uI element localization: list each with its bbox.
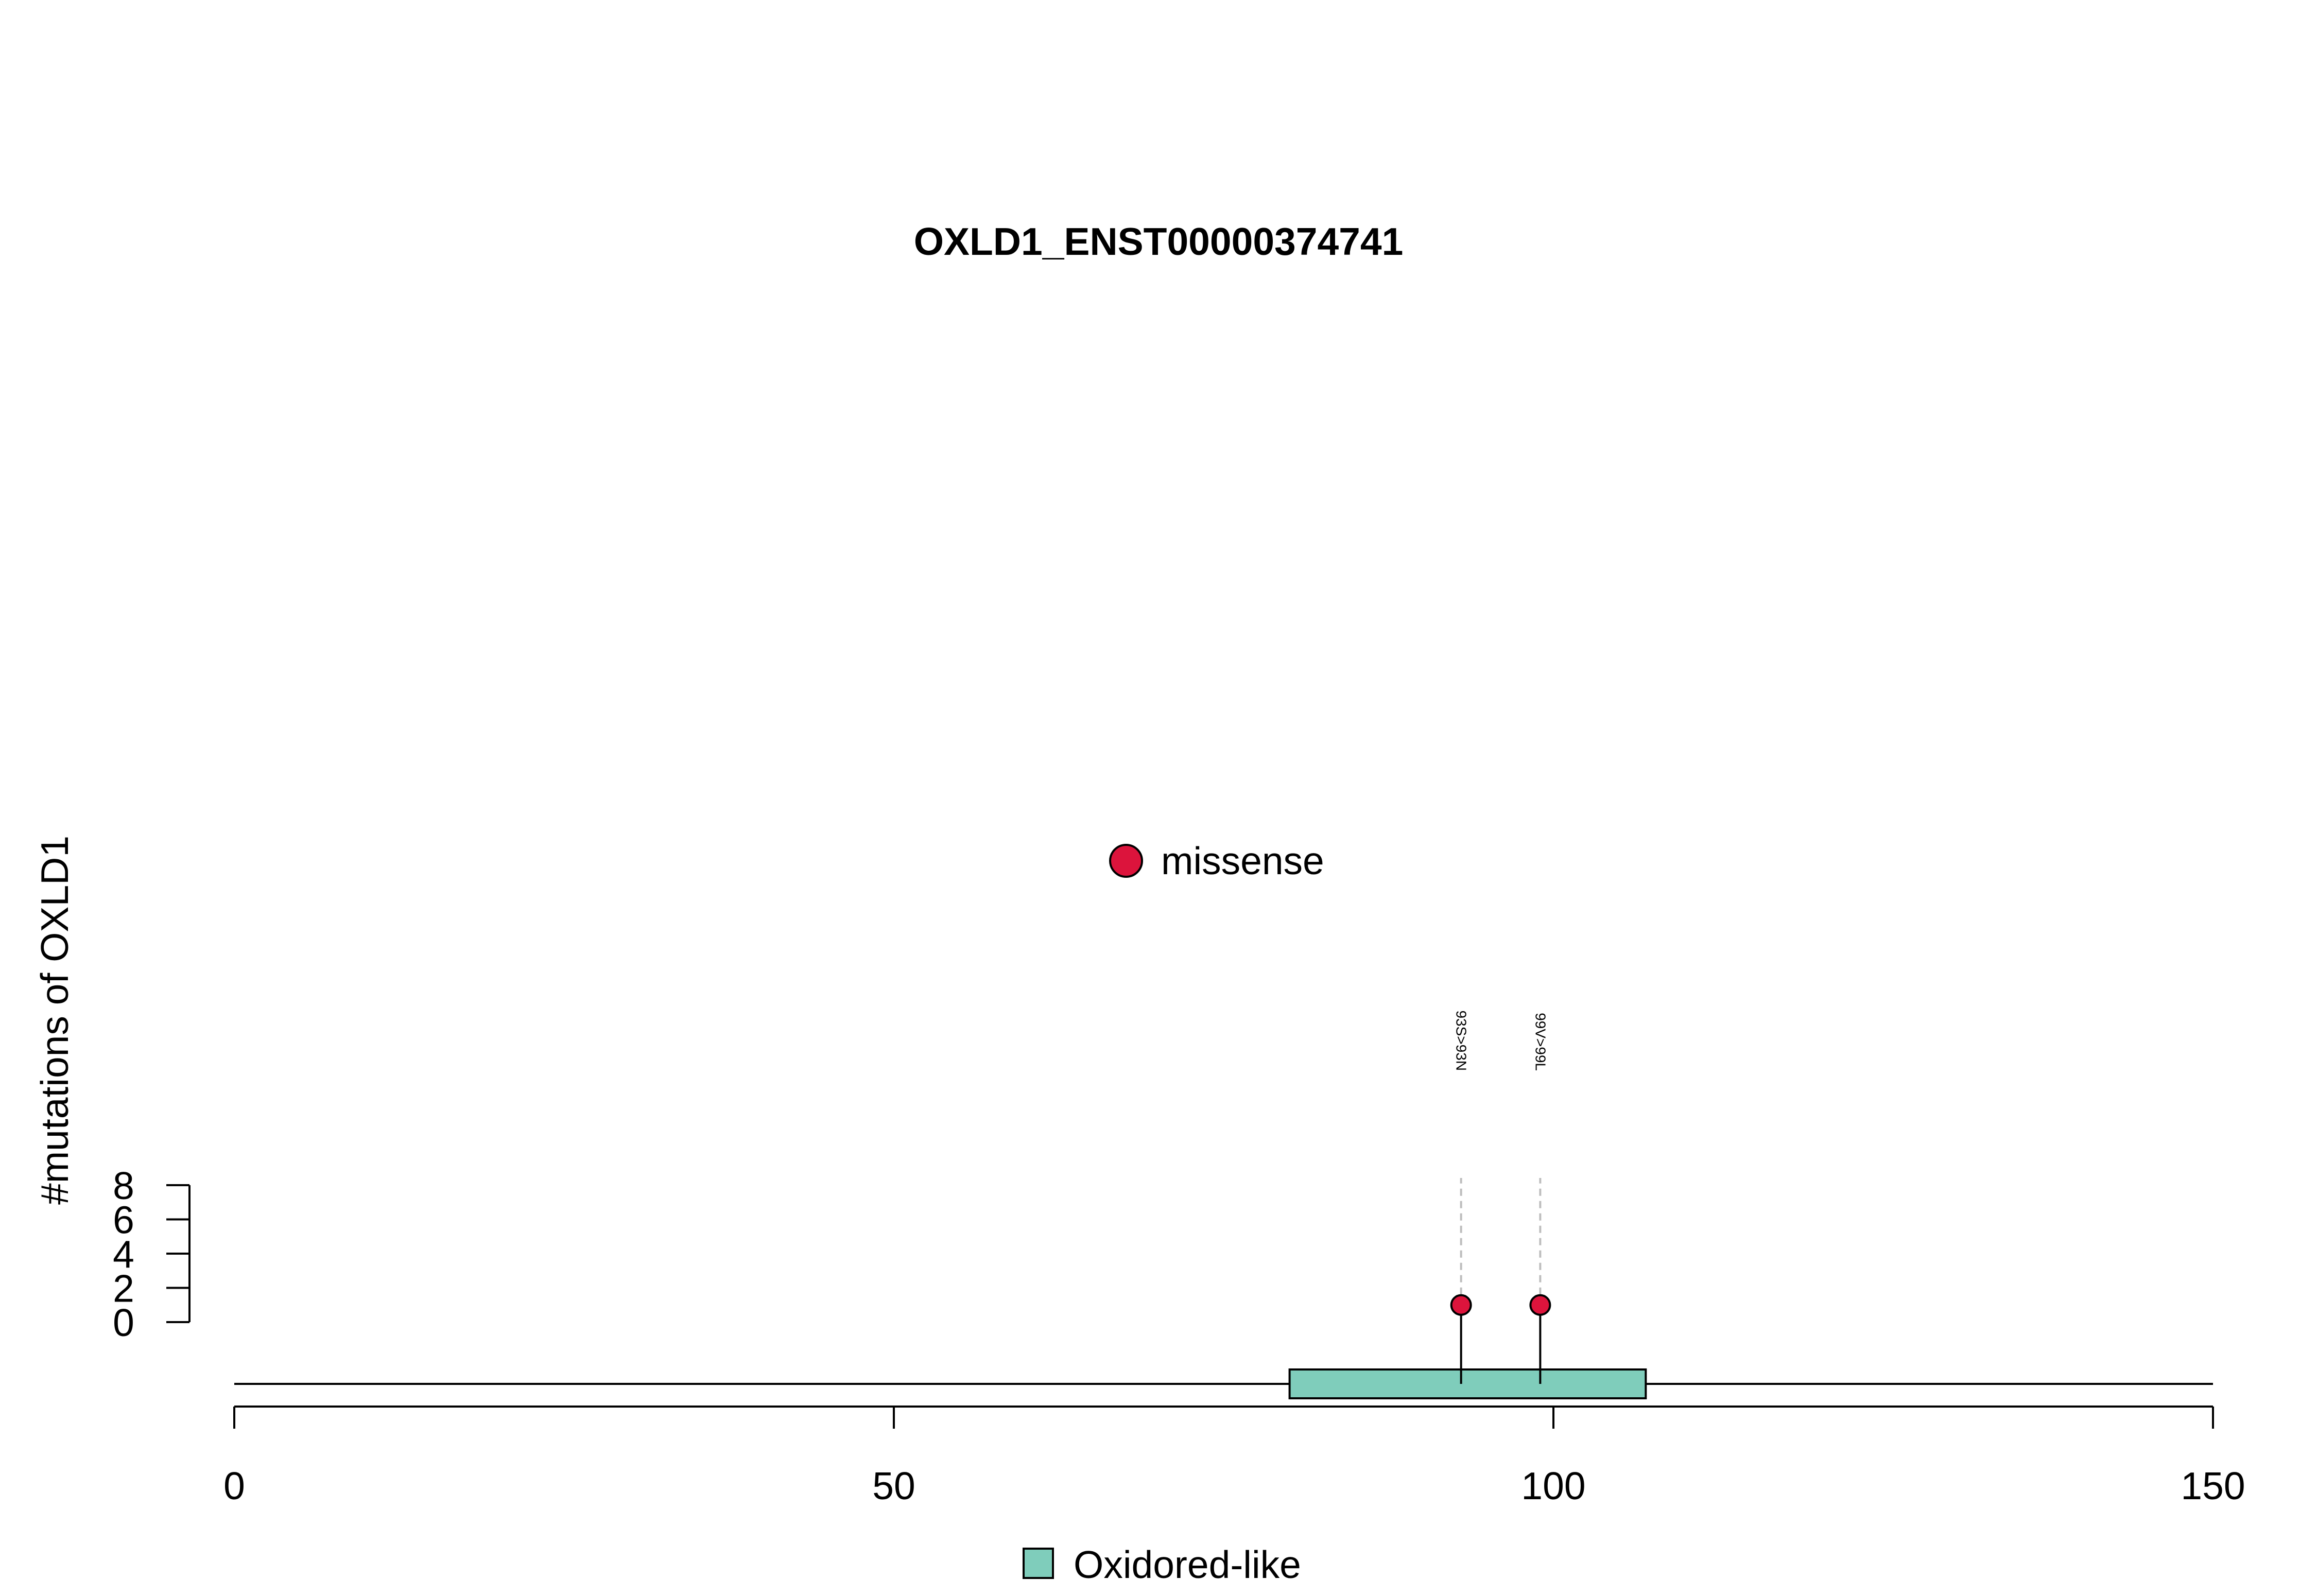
domain-oxidored-like <box>1288 1368 1647 1399</box>
mutation-legend: missense <box>1109 839 1324 882</box>
mutation-lollipops: 93S>93N 99V>99L <box>1450 1010 1551 1384</box>
missense-legend-swatch <box>1109 844 1143 878</box>
oxidored-like-legend-label: Oxidored-like <box>1074 1543 1301 1586</box>
y-tick-label: 0 <box>113 1301 134 1344</box>
y-tick-label: 8 <box>113 1164 134 1207</box>
x-tick-label: 50 <box>872 1464 915 1507</box>
oxidored-like-legend-swatch <box>1023 1548 1054 1579</box>
y-tick-label: 4 <box>113 1233 134 1276</box>
x-tick-label: 150 <box>2181 1464 2245 1507</box>
y-axis-label: #mutations of OXLD1 <box>33 836 76 1205</box>
x-tick-label: 100 <box>1521 1464 1585 1507</box>
y-tick-label: 2 <box>113 1267 134 1310</box>
y-tick-label: 6 <box>113 1199 134 1242</box>
mutation-label: 93S>93N <box>1454 1010 1469 1071</box>
chart-title: OXLD1_ENST00000374741 <box>914 220 1404 263</box>
missense-legend-label: missense <box>1161 839 1324 882</box>
domain-legend: Oxidored-like <box>1023 1543 1301 1586</box>
x-tick-label: 0 <box>223 1464 245 1507</box>
domain-track <box>1288 1368 1647 1399</box>
mutation-point <box>1529 1294 1551 1316</box>
mutation-point <box>1450 1294 1472 1316</box>
x-axis: 0 50 100 150 <box>223 1406 2245 1507</box>
mutation-label: 99V>99L <box>1532 1013 1548 1071</box>
